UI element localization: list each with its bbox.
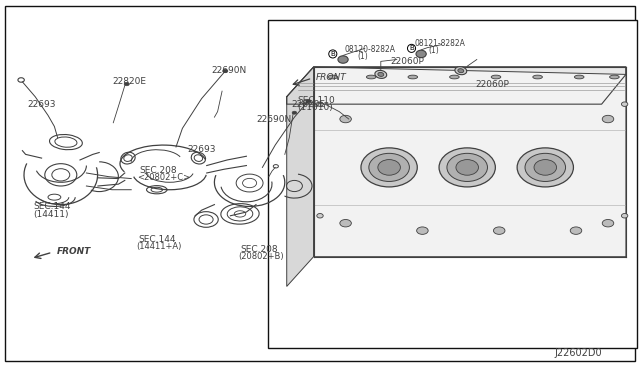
Ellipse shape [378, 160, 401, 175]
Ellipse shape [602, 219, 614, 227]
Ellipse shape [361, 148, 417, 187]
Text: SEC.208: SEC.208 [140, 166, 177, 175]
Ellipse shape [317, 214, 323, 218]
Ellipse shape [369, 153, 410, 182]
Bar [268, 20, 637, 348]
Ellipse shape [517, 148, 573, 187]
Text: 22690N: 22690N [211, 66, 246, 75]
Ellipse shape [340, 219, 351, 227]
Text: 22693: 22693 [27, 100, 56, 109]
Ellipse shape [306, 100, 311, 103]
Ellipse shape [621, 102, 628, 106]
Polygon shape [287, 67, 626, 104]
Text: 22693: 22693 [187, 145, 216, 154]
Text: 08121-8282A: 08121-8282A [415, 39, 465, 48]
Text: SEC.144: SEC.144 [33, 202, 71, 211]
Ellipse shape [492, 75, 501, 79]
Text: FRONT: FRONT [316, 73, 347, 81]
Ellipse shape [416, 50, 426, 58]
Ellipse shape [317, 102, 323, 106]
Text: (11010): (11010) [298, 103, 333, 112]
Text: 08120-8282A: 08120-8282A [344, 45, 396, 54]
Text: SEC.110: SEC.110 [298, 96, 335, 105]
Ellipse shape [455, 67, 467, 75]
Ellipse shape [525, 153, 566, 182]
Polygon shape [314, 67, 626, 257]
Polygon shape [287, 67, 314, 286]
Ellipse shape [408, 75, 418, 79]
Text: 22690N: 22690N [256, 115, 291, 124]
Ellipse shape [375, 70, 387, 78]
Text: B: B [330, 51, 335, 57]
Ellipse shape [458, 69, 464, 73]
Text: SEC.208: SEC.208 [240, 245, 278, 254]
Ellipse shape [124, 83, 129, 86]
Text: B: B [409, 45, 414, 51]
Ellipse shape [447, 153, 488, 182]
Ellipse shape [610, 75, 619, 79]
Text: (14411+A): (14411+A) [136, 242, 182, 251]
Ellipse shape [621, 214, 628, 218]
Text: (1): (1) [429, 46, 440, 55]
Text: (20802+B): (20802+B) [238, 252, 284, 261]
Ellipse shape [378, 73, 384, 76]
Text: 22820E: 22820E [291, 100, 325, 109]
Text: 22060P: 22060P [390, 57, 424, 66]
Text: SEC.144: SEC.144 [138, 235, 176, 244]
Ellipse shape [292, 111, 297, 114]
Ellipse shape [602, 115, 614, 123]
Ellipse shape [493, 227, 505, 234]
Ellipse shape [340, 115, 351, 123]
Text: (1): (1) [357, 52, 368, 61]
Ellipse shape [456, 160, 479, 175]
Text: 22060P: 22060P [475, 80, 509, 89]
Text: 22820E: 22820E [112, 77, 146, 86]
Ellipse shape [223, 69, 228, 73]
Ellipse shape [328, 75, 338, 79]
Text: J22602D0: J22602D0 [554, 349, 602, 358]
Ellipse shape [338, 56, 348, 63]
Text: (14411): (14411) [33, 210, 68, 219]
Ellipse shape [439, 148, 495, 187]
Text: FRONT: FRONT [56, 247, 91, 256]
Ellipse shape [570, 227, 582, 234]
Text: <20802+C>: <20802+C> [137, 173, 190, 182]
Ellipse shape [366, 75, 376, 79]
Ellipse shape [449, 75, 460, 79]
Ellipse shape [417, 227, 428, 234]
Ellipse shape [533, 75, 543, 79]
Ellipse shape [575, 75, 584, 79]
Ellipse shape [534, 160, 557, 175]
